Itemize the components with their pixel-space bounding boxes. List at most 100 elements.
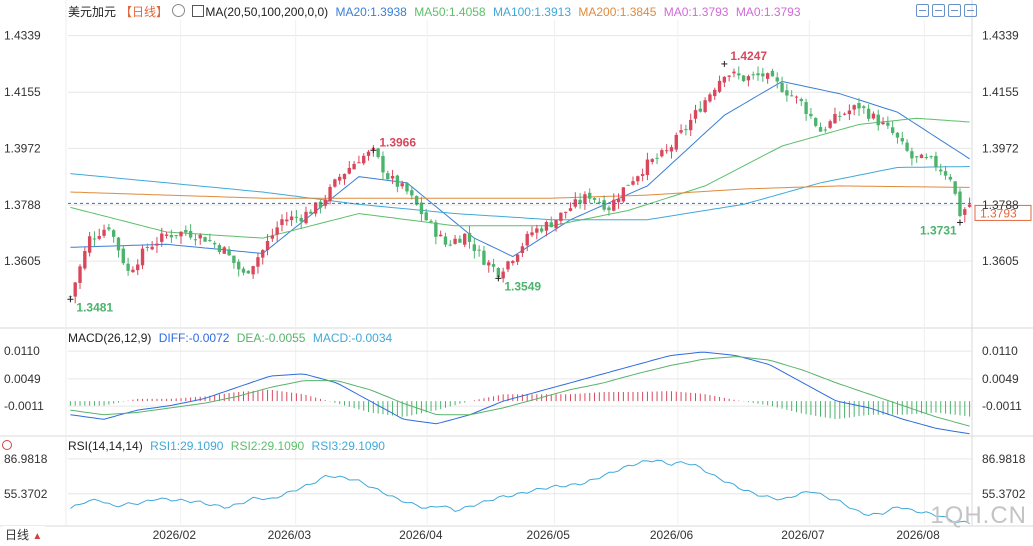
candle-body: [419, 202, 424, 215]
candle-body: [525, 233, 529, 246]
candle-body: [111, 230, 116, 237]
candle-body: [366, 151, 371, 156]
candle-body: [198, 234, 202, 239]
watermark: 1QH.CN: [930, 502, 1027, 529]
candle-body: [943, 171, 948, 176]
candle-body: [828, 121, 832, 128]
candle-body: [102, 229, 106, 236]
candle-body: [890, 127, 895, 133]
price-tick-left: 1.3605: [4, 254, 41, 268]
candle-body: [881, 122, 885, 125]
time-tick-label: 2026/08: [896, 528, 940, 542]
candle-body: [737, 73, 741, 76]
candle-body: [179, 231, 183, 237]
candle-body: [237, 261, 241, 270]
candle-body: [352, 163, 356, 170]
candle-body: [121, 248, 125, 264]
macd-tick-right: -0.0011: [982, 399, 1022, 413]
macd-tick-right: 0.0049: [982, 372, 1019, 386]
timeframe-selector[interactable]: 日线 ▲: [2, 526, 46, 544]
candle-body: [506, 261, 510, 270]
candle-body: [208, 240, 212, 242]
candle-body: [265, 240, 270, 251]
rsi-tick-left: 55.3702: [4, 487, 48, 501]
candle-body: [362, 155, 366, 164]
layout-button[interactable]: [948, 4, 961, 17]
diff-line: [70, 351, 970, 435]
candle-body: [169, 234, 174, 238]
macd-tick-right: 0.0110: [982, 344, 1018, 358]
price-tick-left: 1.4155: [4, 85, 41, 99]
macd-tick-left: -0.0011: [4, 399, 44, 413]
candle-body: [188, 231, 193, 238]
candle-body: [886, 122, 890, 126]
candle-body: [612, 199, 616, 211]
settings-icon[interactable]: [172, 4, 186, 17]
rsi3-value: RSI3:29.1090: [311, 439, 385, 453]
candle-body: [535, 228, 539, 233]
candle-body: [842, 113, 847, 115]
candle-body: [458, 238, 462, 243]
candle-body: [708, 94, 712, 102]
candle-body: [232, 255, 236, 263]
candle-body: [934, 155, 938, 168]
fullscreen-button[interactable]: [964, 4, 977, 17]
candle-body: [616, 199, 621, 203]
candle-body: [833, 113, 837, 124]
candle-body: [150, 246, 154, 250]
candle-body: [487, 262, 491, 266]
candle-body: [136, 264, 140, 271]
candle-body: [967, 204, 972, 207]
price-tick-left: 1.3788: [4, 198, 41, 212]
price-legend: 美元加元 【日线】 MA(20,50,100,200,0,0) MA20:1.39…: [68, 4, 805, 20]
candle-body: [799, 99, 803, 102]
ma100-value: MA100:1.3913: [492, 5, 571, 19]
candle-body: [212, 242, 217, 245]
rsi-settings-icon[interactable]: [2, 440, 12, 450]
candle-body: [554, 220, 558, 229]
candle-body: [953, 181, 957, 194]
indicator-icon[interactable]: [192, 5, 205, 17]
current-price-tag: [974, 204, 1032, 221]
candle-body: [871, 113, 876, 119]
candle-body: [818, 127, 823, 132]
candle-body: [838, 115, 842, 117]
candle-body: [482, 250, 486, 265]
candle-body: [299, 218, 303, 222]
candle-body: [770, 70, 775, 77]
candle-body: [660, 150, 664, 157]
candle-body: [669, 147, 674, 152]
zoom-out-button[interactable]: [932, 4, 945, 17]
candle-body: [429, 220, 433, 222]
candle-body: [285, 219, 289, 222]
candle-body: [640, 174, 645, 176]
candle-body: [857, 103, 861, 109]
rsi-tick-left: 86.9818: [4, 452, 48, 466]
candle-body: [491, 264, 496, 267]
candle-body: [684, 129, 688, 131]
price-tick-right: 1.3788: [982, 198, 1019, 212]
candle-body: [275, 227, 279, 235]
candle-body: [847, 110, 852, 115]
time-tick-label: 2026/02: [153, 528, 197, 542]
candle-body: [621, 187, 626, 202]
candle-body: [256, 257, 260, 267]
candle-body: [381, 155, 385, 173]
candle-body: [693, 110, 698, 119]
candle-body: [919, 154, 924, 159]
candle-body: [573, 199, 577, 207]
candle-body: [761, 73, 765, 77]
rsi-line: [70, 459, 970, 525]
candle-body: [390, 176, 395, 179]
candle-body: [794, 96, 799, 98]
candle-body: [463, 233, 467, 245]
candle-body: [804, 102, 808, 114]
candle-body: [789, 95, 794, 97]
low-label: 1.3549: [504, 279, 541, 293]
candle-body: [155, 243, 159, 246]
candle-body: [905, 142, 909, 151]
candle-body: [607, 207, 611, 211]
candle-body: [323, 199, 327, 206]
price-tick-right: 1.4155: [982, 85, 1019, 99]
zoom-in-button[interactable]: [916, 4, 929, 17]
